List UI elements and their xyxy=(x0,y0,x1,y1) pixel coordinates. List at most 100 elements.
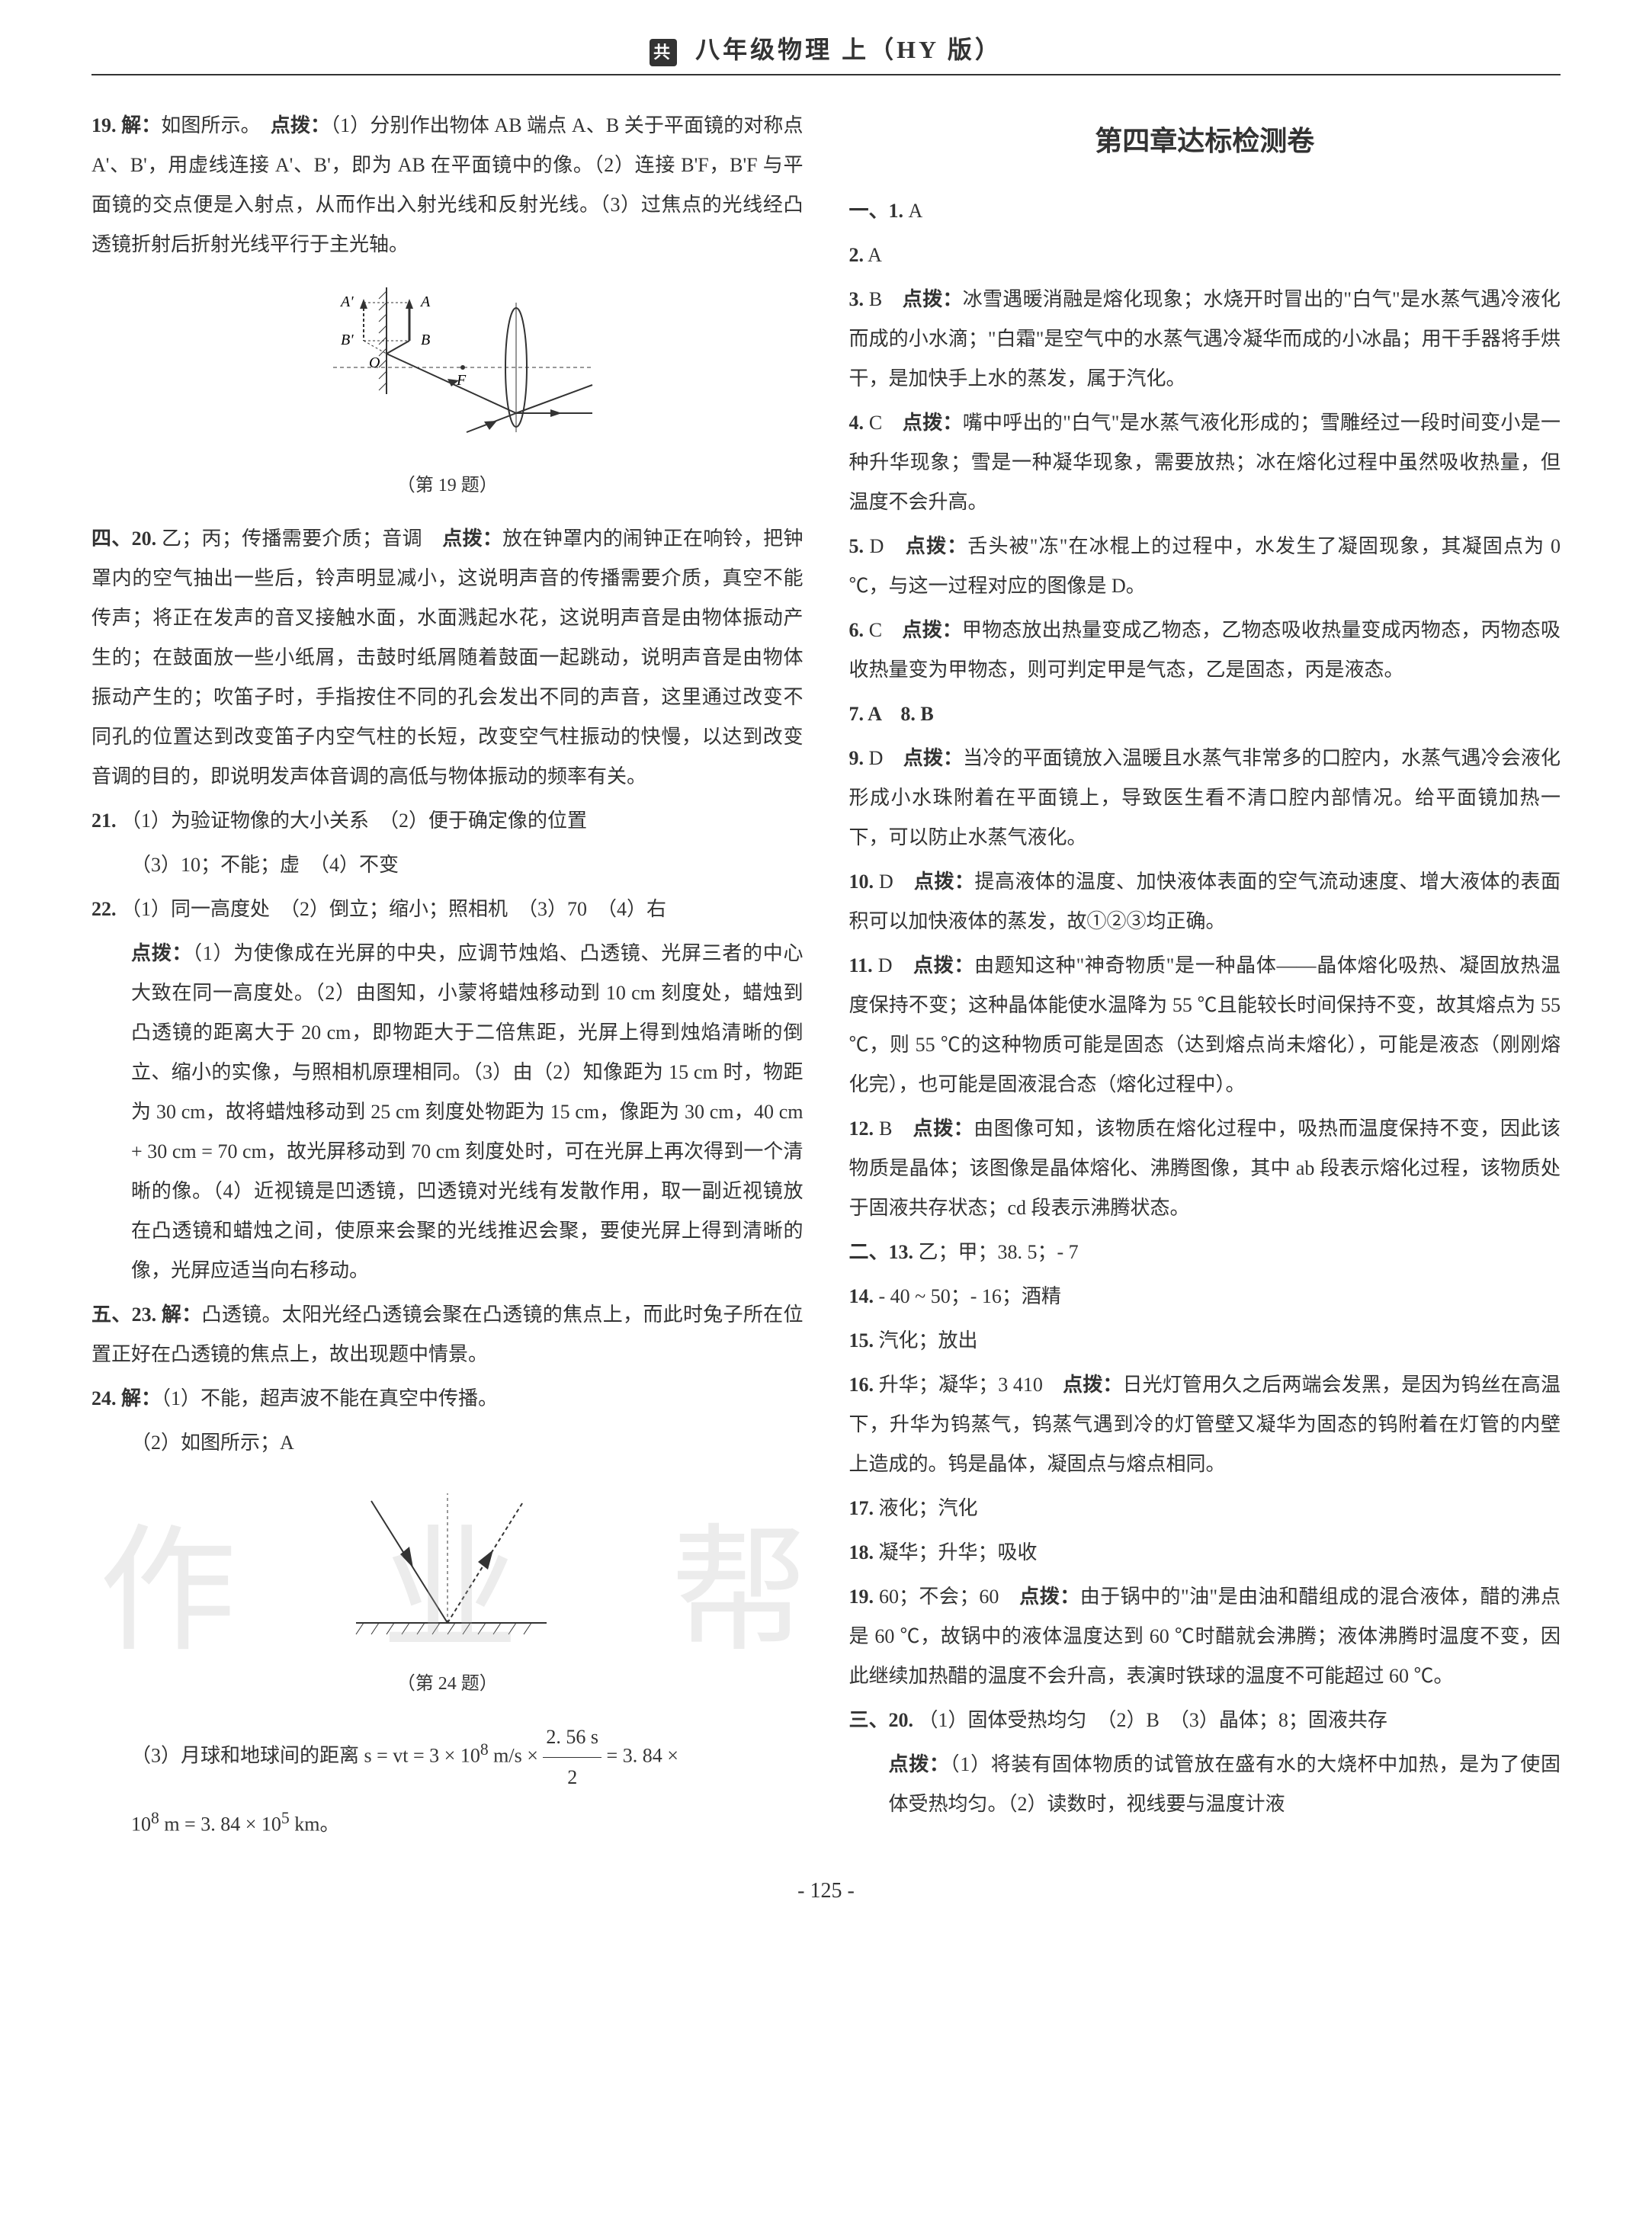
rq18: 18. 凝华；升华；吸收 xyxy=(849,1533,1561,1573)
q24-text4a: 10 xyxy=(131,1813,151,1835)
rq17-prefix: 17. xyxy=(849,1497,874,1519)
rq5: 5. D 点拨：舌头被"冻"在冰棍上的过程中，水发生了凝固现象，其凝固点为 0 … xyxy=(849,527,1561,606)
header-title: 八年级物理 上（HY 版） xyxy=(695,36,1002,63)
rq2-prefix: 2. xyxy=(849,244,864,266)
label-A: A xyxy=(419,293,431,310)
q19-caption: （第 19 题） xyxy=(91,467,804,504)
rq9-hint-label: 点拨： xyxy=(903,747,963,769)
q23-section: 五、23. 解： xyxy=(91,1304,202,1326)
q20-section: 四、20. xyxy=(91,527,156,550)
q24-text4c: km。 xyxy=(290,1813,340,1835)
q20-text: 乙；丙；传播需要介质；音调 xyxy=(162,527,422,550)
q24-frac-den: 2 xyxy=(543,1758,601,1797)
rq11: 11. D 点拨：由题知这种"神奇物质"是一种晶体——晶体熔化吸热、凝固放热温度… xyxy=(849,946,1561,1105)
q24-text2: （2）如图所示；A xyxy=(131,1432,294,1454)
q24-text1: （1）不能，超声波不能在真空中传播。 xyxy=(161,1387,498,1409)
rq1-section: 一、1. xyxy=(849,200,904,222)
q20-hint-label: 点拨： xyxy=(442,527,502,550)
q19-prefix: 19. 解： xyxy=(91,114,161,136)
rq17-text: 液化；汽化 xyxy=(879,1497,978,1519)
rq19-text: 60；不会；60 xyxy=(879,1586,999,1608)
chapter-title: 第四章达标检测卷 xyxy=(849,114,1561,168)
rq6-ans: C xyxy=(869,619,882,641)
rq9-prefix: 9. xyxy=(849,747,864,769)
q24-caption: （第 24 题） xyxy=(91,1666,804,1702)
rq20-hint: （1）将装有固体物质的试管放在盛有水的大烧杯中加热，是为了使固体受热均匀。（2）… xyxy=(889,1753,1561,1815)
rq12-prefix: 12. xyxy=(849,1118,874,1140)
q24-line4: 108 m = 3. 84 × 105 km。 xyxy=(91,1802,804,1845)
rq5-ans: D xyxy=(870,535,884,557)
left-column: 19. 解：如图所示。 点拨：（1）分别作出物体 AB 端点 A、B 关于平面镜… xyxy=(91,106,804,1849)
q21-prefix: 21. xyxy=(91,810,117,832)
rq5-hint-label: 点拨： xyxy=(906,535,968,557)
right-column: 第四章达标检测卷 一、1. A 2. A 3. B 点拨：冰雪遇暖消融是熔化现象… xyxy=(849,106,1561,1849)
rq18-text: 凝华；升华；吸收 xyxy=(879,1541,1038,1563)
rq16-hint-label: 点拨： xyxy=(1063,1374,1122,1396)
q23: 五、23. 解：凸透镜。太阳光经凸透镜会聚在凸透镜的焦点上，而此时兔子所在位置正… xyxy=(91,1295,804,1374)
rq4-prefix: 4. xyxy=(849,412,864,434)
q19-text1: 如图所示。 xyxy=(161,114,250,136)
rq17: 17. 液化；汽化 xyxy=(849,1489,1561,1528)
rq11-ans: D xyxy=(878,954,893,976)
diagram-19-svg: A B A' B' O F xyxy=(287,280,608,447)
rq5-prefix: 5. xyxy=(849,535,864,557)
rq2: 2. A xyxy=(849,236,1561,275)
rq10-prefix: 10. xyxy=(849,871,874,893)
rq11-hint-label: 点拨： xyxy=(913,954,974,976)
label-Aprime: A' xyxy=(339,293,354,310)
rq6-prefix: 6. xyxy=(849,619,864,641)
rq1: 一、1. A xyxy=(849,191,1561,231)
q19: 19. 解：如图所示。 点拨：（1）分别作出物体 AB 端点 A、B 关于平面镜… xyxy=(91,106,804,265)
q22-hint: （1）为使像成在光屏的中央，应调节烛焰、凸透镜、光屏三者的中心大致在同一高度处。… xyxy=(131,942,804,1281)
rq11-prefix: 11. xyxy=(849,954,873,976)
rq3-ans: B xyxy=(869,288,882,310)
rq10-hint-label: 点拨： xyxy=(914,871,975,893)
rq14-text: - 40 ~ 50；- 16；酒精 xyxy=(879,1285,1061,1307)
q19-figure: A B A' B' O F xyxy=(91,280,804,504)
rq9-ans: D xyxy=(869,747,884,769)
rq19-hint-label: 点拨： xyxy=(1019,1586,1079,1608)
q22-hint-block: 点拨：（1）为使像成在光屏的中央，应调节烛焰、凸透镜、光屏三者的中心大致在同一高… xyxy=(91,934,804,1291)
q22-prefix: 22. xyxy=(91,898,117,920)
rq6: 6. C 点拨：甲物态放出热量变成乙物态，乙物态吸收热量变成丙物态，丙物态吸收热… xyxy=(849,611,1561,690)
q20: 四、20. 乙；丙；传播需要介质；音调 点拨：放在钟罩内的闹钟正在响铃，把钟罩内… xyxy=(91,519,804,797)
rq3-hint-label: 点拨： xyxy=(903,288,963,310)
diagram-24-svg xyxy=(333,1478,562,1646)
rq6-hint-label: 点拨： xyxy=(902,619,962,641)
q24-line3: （3）月球和地球间的距离 s = vt = 3 × 108 m/s × 2. 5… xyxy=(91,1717,804,1797)
q24-line2: （2）如图所示；A xyxy=(91,1423,804,1463)
q22: 22. （1）同一高度处 （2）倒立；缩小；照相机 （3）70 （4）右 xyxy=(91,890,804,929)
rq7-8-text: 7. A 8. B xyxy=(849,703,934,725)
q22-hint-label: 点拨： xyxy=(131,942,192,964)
q21-text2: （3）10；不能；虚 （4）不变 xyxy=(131,854,399,876)
rq15: 15. 汽化；放出 xyxy=(849,1321,1561,1361)
page-header: 共 八年级物理 上（HY 版） xyxy=(91,30,1561,75)
label-Bprime: B' xyxy=(341,332,354,348)
q24-sup1: 8 xyxy=(480,1740,489,1758)
rq12-ans: B xyxy=(879,1118,892,1140)
rq16-prefix: 16. xyxy=(849,1374,874,1396)
rq12-hint-label: 点拨： xyxy=(913,1118,974,1140)
header-icon: 共 xyxy=(650,39,677,66)
rq2-ans: A xyxy=(868,244,882,266)
rq15-prefix: 15. xyxy=(849,1329,874,1352)
rq4-hint-label: 点拨： xyxy=(903,412,963,434)
rq3-prefix: 3. xyxy=(849,288,864,310)
q24-text3c: = 3. 84 × xyxy=(601,1744,678,1766)
q24-frac-num: 2. 56 s xyxy=(543,1717,601,1758)
q24-prefix: 24. 解： xyxy=(91,1387,161,1409)
rq19: 19. 60；不会；60 点拨：由于锅中的"油"是由油和醋组成的混合液体，醋的沸… xyxy=(849,1577,1561,1696)
q21-line2: （3）10；不能；虚 （4）不变 xyxy=(91,845,804,885)
rq1-ans: A xyxy=(909,200,923,222)
rq14: 14. - 40 ~ 50；- 16；酒精 xyxy=(849,1277,1561,1316)
rq20-section: 三、20. xyxy=(849,1709,914,1731)
rq20: 三、20. （1）固体受热均匀 （2）B （3）晶体；8；固液共存 xyxy=(849,1701,1561,1740)
q24-sup3: 5 xyxy=(281,1809,290,1827)
rq18-prefix: 18. xyxy=(849,1541,874,1563)
q24-sup2: 8 xyxy=(151,1809,159,1827)
q22-text1: （1）同一高度处 （2）倒立；缩小；照相机 （3）70 （4）右 xyxy=(121,898,666,920)
rq13-section: 二、13. xyxy=(849,1241,914,1263)
rq13: 二、13. 乙；甲；38. 5；- 7 xyxy=(849,1233,1561,1272)
rq4-ans: C xyxy=(869,412,882,434)
rq20-hint-label: 点拨： xyxy=(889,1753,950,1775)
